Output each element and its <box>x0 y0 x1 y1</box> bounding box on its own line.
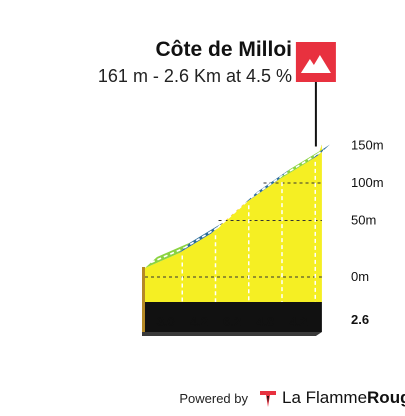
segment-gradient-label: 4.2 <box>290 314 308 329</box>
elevation-profile-chart: 150m 100m 50m 0m 3.0 4.2 6.2 4.8 4.2 0.5 1.0 1.5 2.0… <box>142 42 384 349</box>
segment-gradient-label: 6.2 <box>223 314 241 329</box>
gradient-segment <box>145 242 191 268</box>
climb-title: Côte de Milloi <box>155 38 293 61</box>
segment-gradient-label: 4.8 <box>256 314 274 329</box>
elevation-gridlines <box>145 182 322 278</box>
gradient-segment <box>178 222 224 254</box>
distance-band <box>145 302 322 332</box>
mountain-peak-gap <box>314 54 317 58</box>
gradient-segments <box>145 144 330 268</box>
segment-centerline <box>216 197 252 229</box>
mountain-icon <box>300 55 331 73</box>
y-tick-label: 150m <box>351 138 384 153</box>
footer: Powered by La FlammeRouge <box>0 388 405 410</box>
powered-by-label: Powered by <box>179 391 248 406</box>
y-tick-label: 0m <box>351 269 369 284</box>
segment-centerline <box>150 247 185 264</box>
x-tick-label: 1.5 <box>232 333 250 348</box>
brand-name-bold: Rouge <box>367 388 405 407</box>
y-tick-label: 100m <box>351 175 384 190</box>
flamme-rouge-logo-icon <box>260 391 276 407</box>
brand-name-light: La Flamme <box>282 388 368 407</box>
profile-side-face <box>142 267 145 334</box>
total-distance-label: 2.6 <box>351 312 369 327</box>
climb-body <box>145 144 322 302</box>
distance-band-edge <box>142 332 322 336</box>
x-tick-label: 1.0 <box>198 333 216 348</box>
gradient-segment <box>278 148 324 181</box>
gradient-segment <box>244 169 290 204</box>
km-dividers <box>181 161 316 302</box>
climb-summary: 161 m - 2.6 Km at 4.5 % <box>97 66 292 86</box>
profile-base <box>142 144 322 336</box>
chart-labels: 150m 100m 50m 0m 3.0 4.2 6.2 4.8 4.2 0.5 1.0 1.5 2.0… <box>157 138 384 349</box>
x-tick-label: 2.0 <box>265 333 283 348</box>
brand-name: La FlammeRouge <box>282 388 405 408</box>
segment-gradient-label: 3.0 <box>157 314 175 329</box>
summit-flag <box>295 42 336 147</box>
segment-centerline <box>316 149 325 156</box>
segment-gradient-label: 4.2 <box>190 314 208 329</box>
y-tick-label: 50m <box>351 213 376 228</box>
x-tick-label: 0.5 <box>165 333 183 348</box>
